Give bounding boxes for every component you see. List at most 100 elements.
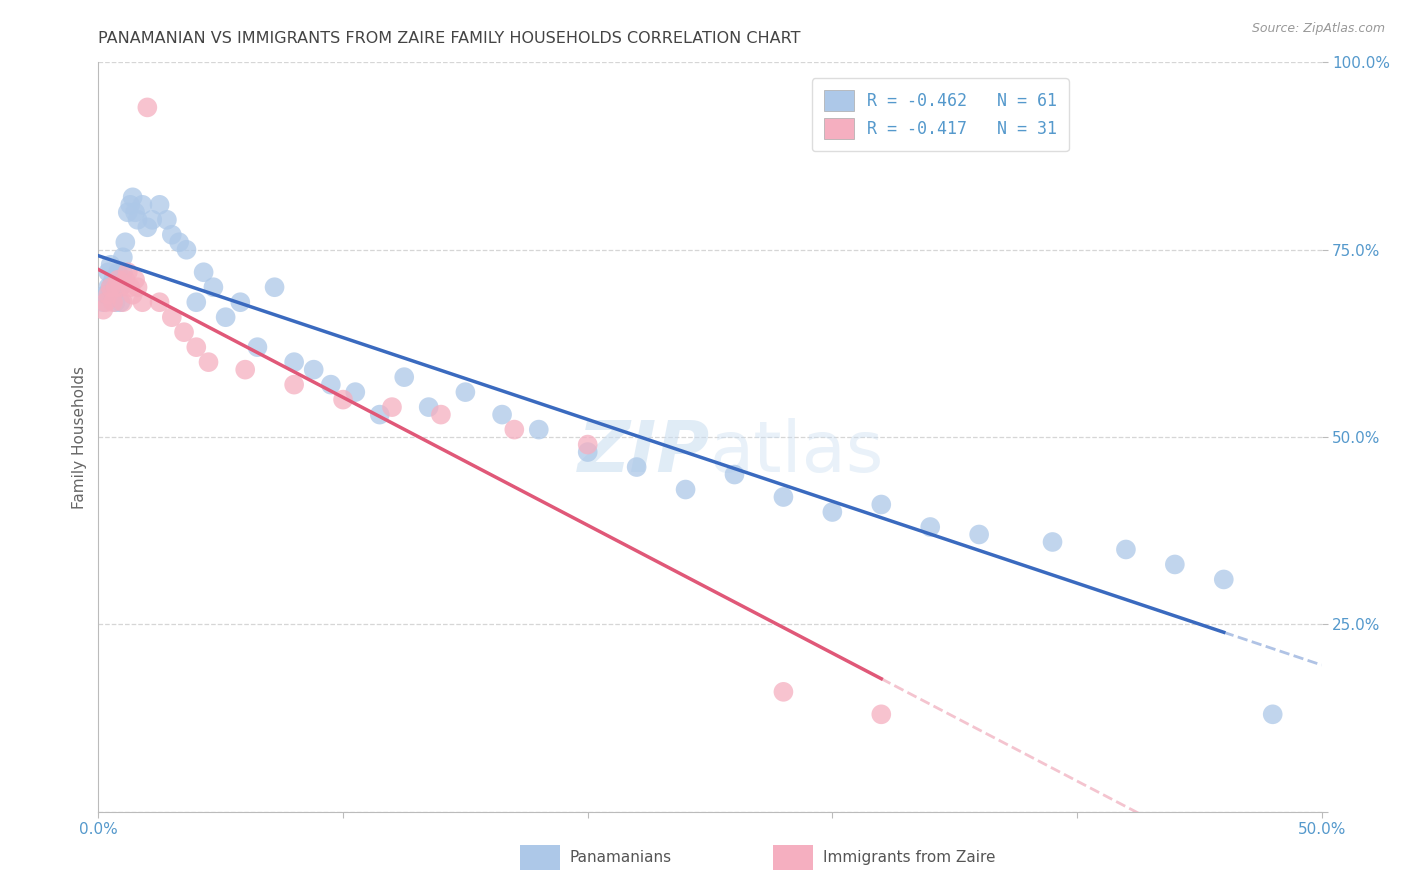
Point [821,505,844,519]
Point [101,273,124,287]
Point [121,287,143,301]
Point [111,265,134,279]
Point [332,392,354,407]
Point [246,340,269,354]
Point [626,460,648,475]
Point [1212,573,1234,587]
Point [870,498,893,512]
Point [111,295,134,310]
Point [319,377,342,392]
Point [233,362,256,376]
Point [97,287,120,301]
Point [127,212,149,227]
Point [149,295,172,310]
Point [723,467,745,482]
Y-axis label: Family Households: Family Households [72,366,87,508]
Point [1042,535,1064,549]
Point [100,258,122,272]
Point [229,295,252,310]
Point [491,408,513,422]
Point [107,273,129,287]
Point [576,445,599,459]
Point [418,400,440,414]
Point [503,423,526,437]
Point [121,190,143,204]
Text: atlas: atlas [710,417,884,486]
Point [141,212,163,227]
Point [283,355,305,369]
Point [454,385,477,400]
Point [193,265,215,279]
Point [91,302,114,317]
Point [124,273,146,287]
Text: Panamanians: Panamanians [569,850,672,864]
Point [104,295,127,310]
Point [186,295,208,310]
Point [136,220,159,235]
Point [101,295,124,310]
Point [430,408,453,422]
Point [1115,542,1137,557]
Point [173,325,195,339]
Point [283,377,305,392]
Text: Source: ZipAtlas.com: Source: ZipAtlas.com [1251,22,1385,36]
Point [197,355,219,369]
Point [110,295,132,310]
Point [870,707,893,722]
Point [1261,707,1284,722]
Point [131,295,153,310]
Point [111,250,134,264]
Point [527,423,550,437]
Point [94,295,117,310]
Point [114,235,136,250]
Point [101,287,124,301]
Point [156,212,179,227]
Point [97,265,120,279]
Point [104,280,127,294]
Point [117,205,139,219]
Text: Immigrants from Zaire: Immigrants from Zaire [823,850,995,864]
Point [772,490,794,504]
Text: PANAMANIAN VS IMMIGRANTS FROM ZAIRE FAMILY HOUSEHOLDS CORRELATION CHART: PANAMANIAN VS IMMIGRANTS FROM ZAIRE FAMI… [98,31,801,46]
Point [100,280,122,294]
Point [91,295,114,310]
Point [120,280,142,294]
Point [107,265,129,279]
Point [920,520,942,534]
Point [302,362,325,376]
Point [263,280,285,294]
Point [675,483,697,497]
Point [136,100,159,114]
Point [149,198,172,212]
Point [160,310,183,325]
Point [344,385,367,400]
Point [107,273,129,287]
Point [160,227,183,242]
Point [100,280,122,294]
Point [124,205,146,219]
Point [202,280,225,294]
Point [114,273,136,287]
Point [176,243,198,257]
Point [110,280,132,294]
Point [120,198,142,212]
Point [117,265,139,279]
Point [110,280,132,294]
Point [1164,558,1187,572]
Point [97,280,120,294]
Point [576,437,599,451]
Legend: R = -0.462   N = 61, R = -0.417   N = 31: R = -0.462 N = 61, R = -0.417 N = 31 [813,78,1069,151]
Point [131,198,153,212]
Point [186,340,208,354]
Point [772,685,794,699]
Point [94,287,117,301]
Point [967,527,990,541]
Point [127,280,149,294]
Point [368,408,391,422]
Point [104,280,127,294]
Point [392,370,416,384]
Text: ZIP: ZIP [578,417,710,486]
Point [214,310,236,325]
Point [167,235,190,250]
Point [381,400,404,414]
